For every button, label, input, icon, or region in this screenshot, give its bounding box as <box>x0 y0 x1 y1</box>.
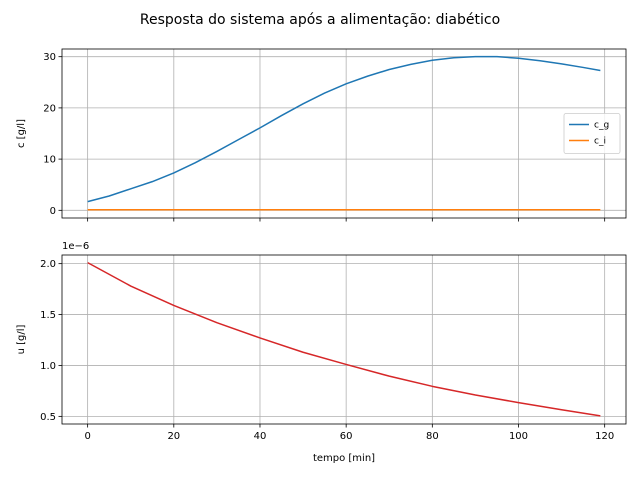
y-tick-label: 0 <box>50 206 56 217</box>
y-tick-label: 1.5 <box>40 310 56 321</box>
x-tick-label: 20 <box>167 431 180 442</box>
y-offset-text: 1e−6 <box>62 241 89 252</box>
axes-frame <box>61 48 627 219</box>
x-tick-label: 120 <box>595 431 614 442</box>
y-tick-label: 1.0 <box>40 361 56 372</box>
legend: c_g c_i <box>563 113 621 154</box>
y-tick-label: 30 <box>43 52 56 63</box>
x-tick-label: 60 <box>340 431 353 442</box>
y-tick-label: 2.0 <box>40 259 56 270</box>
x-tick-label: 40 <box>254 431 267 442</box>
x-axis-label: tempo [min] <box>313 453 375 464</box>
x-tick-label: 0 <box>84 431 90 442</box>
axes-frame <box>61 254 627 425</box>
figure-title: Resposta do sistema após a alimentação: … <box>140 12 500 28</box>
y-tick-label: 0.5 <box>40 412 56 423</box>
x-tick-label: 100 <box>509 431 528 442</box>
y-axis-label: c [g/l] <box>16 119 27 148</box>
series-line-series-0 <box>87 261 601 417</box>
bottom-axes: 0 20 40 60 80 100 120 0.5 1.0 1.5 2.0 u [g/l] tempo … <box>16 241 627 464</box>
x-tick-label: 80 <box>426 431 439 442</box>
legend-label: c_i <box>594 137 606 147</box>
y-tick-label: 10 <box>43 155 56 166</box>
legend-box <box>563 113 621 154</box>
y-tick-label: 20 <box>43 103 56 114</box>
legend-label: c_g <box>594 121 609 131</box>
y-axis-label: u [g/l] <box>16 325 27 355</box>
top-axes: 0 10 20 30 c [g/l] c_g c_i <box>16 48 627 222</box>
series-line-c_g <box>87 55 601 203</box>
